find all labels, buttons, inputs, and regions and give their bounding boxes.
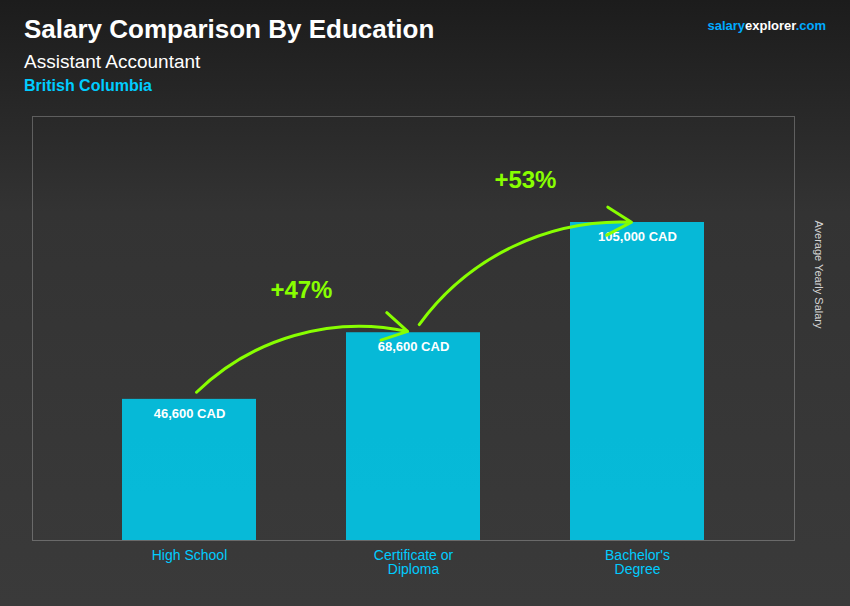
svg-text:46,600 CAD: 46,600 CAD [154, 406, 226, 421]
svg-text:High School: High School [152, 547, 228, 563]
html-text:Salary Comparison By Education: Salary Comparison By Education [24, 14, 435, 44]
svg-text:105,000 CAD: 105,000 CAD [598, 229, 677, 244]
html-text:salary explorer.com: salary explorer.com [707, 18, 826, 33]
html-text:Assistant Accountant: Assistant Accountant [24, 51, 201, 72]
svg-text:Average Yearly Salary: Average Yearly Salary [813, 220, 825, 329]
html-text:British Columbia: British Columbia [24, 77, 152, 94]
svg-text:68,600 CAD: 68,600 CAD [378, 339, 450, 354]
svg-text:Certificate orDiploma: Certificate orDiploma [374, 547, 454, 577]
svg-text:+47%: +47% [270, 276, 332, 303]
svg-text:+53%: +53% [494, 166, 556, 193]
svg-text:Bachelor'sDegree: Bachelor'sDegree [605, 547, 670, 577]
